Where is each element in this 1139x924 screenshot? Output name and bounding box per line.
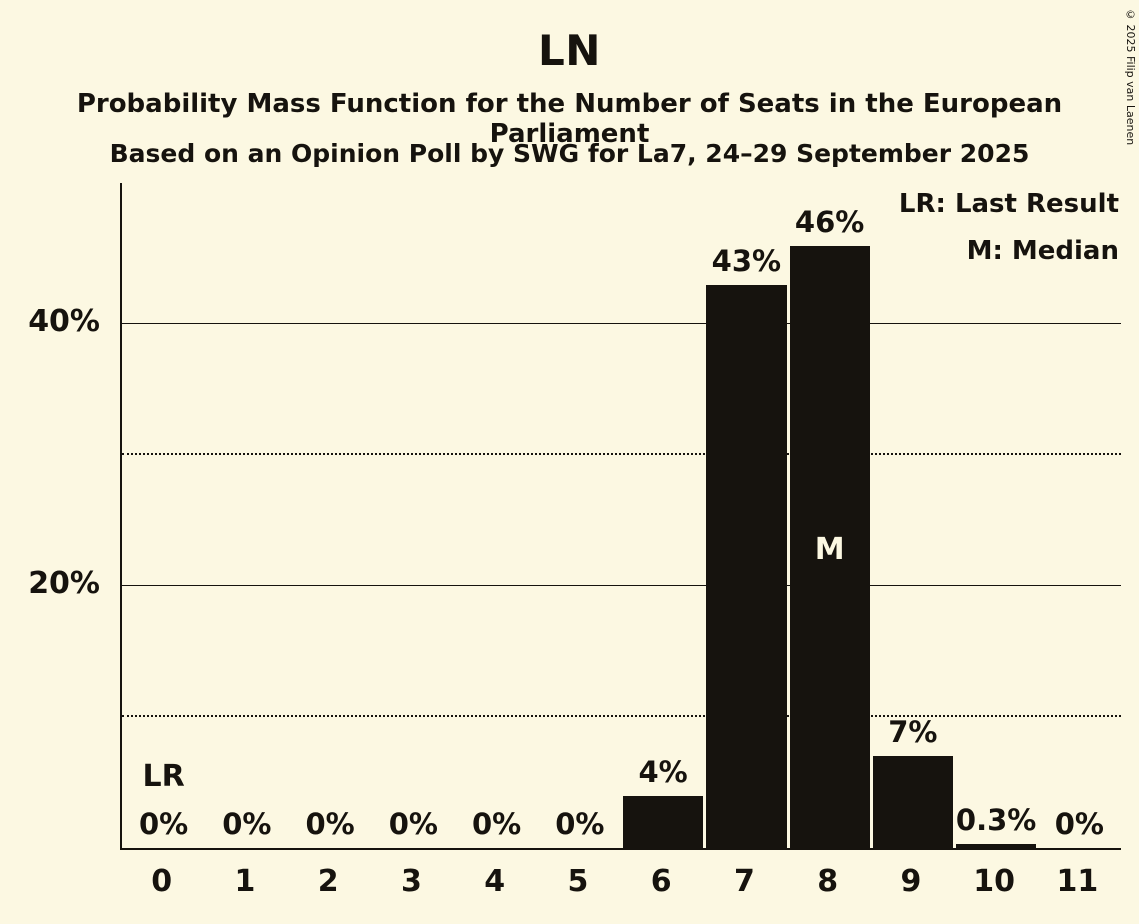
x-tick-label-3: 3 — [400, 864, 422, 899]
value-label-seats-11: 0% — [1054, 807, 1104, 841]
chart-subtitle-2: Based on an Opinion Poll by SWG for La7,… — [109, 139, 1030, 168]
legend-median: M: Median — [966, 236, 1119, 266]
gridline-10 — [122, 715, 1121, 718]
x-axis-labels: 0 1 2 3 4 5 6 7 8 9 10 11 — [120, 864, 1119, 912]
gridline-30 — [122, 453, 1121, 456]
bar-seats-6 — [623, 795, 704, 848]
bar-seats-9 — [872, 756, 953, 848]
value-label-seats-4: 0% — [472, 807, 522, 841]
x-tick-label-0: 0 — [151, 864, 173, 899]
value-label-seats-2: 0% — [305, 807, 355, 841]
x-tick-label-4: 4 — [484, 864, 506, 899]
x-tick-label-1: 1 — [234, 864, 256, 899]
value-label-seats-0: 0% — [139, 807, 189, 841]
x-tick-label-9: 9 — [900, 864, 922, 899]
value-label-seats-5: 0% — [555, 807, 605, 841]
gridline-20 — [122, 585, 1121, 587]
value-label-seats-6: 4% — [638, 754, 688, 789]
bar-seats-10 — [956, 844, 1037, 848]
value-label-seats-1: 0% — [222, 807, 272, 841]
value-label-seats-7: 43% — [711, 244, 782, 279]
annotation-m: M — [814, 531, 845, 567]
x-tick-label-8: 8 — [817, 864, 839, 899]
y-tick-label-20: 20% — [28, 566, 100, 602]
y-tick-label-40: 40% — [28, 304, 100, 340]
plot-area: 0% 0% 0% 0% 0% 0% 4% 43% 46% 7% 0.3% 0% LR M — [120, 183, 1121, 850]
x-tick-label-2: 2 — [317, 864, 339, 899]
gridline-40 — [122, 323, 1121, 325]
x-tick-label-6: 6 — [650, 864, 672, 899]
bar-seats-8 — [789, 245, 870, 848]
value-label-seats-3: 0% — [388, 807, 438, 841]
x-tick-label-5: 5 — [567, 864, 589, 899]
x-tick-label-7: 7 — [733, 864, 755, 899]
legend: LR: Last Result M: Median — [899, 181, 1119, 275]
legend-last-result: LR: Last Result — [898, 189, 1119, 219]
copyright-notice: © 2025 Filip van Laenen — [1124, 8, 1137, 146]
x-tick-label-10: 10 — [973, 864, 1015, 899]
value-label-seats-8: 46% — [794, 204, 865, 239]
x-tick-label-11: 11 — [1056, 864, 1099, 899]
bar-seats-7 — [706, 285, 787, 848]
chart-title: LN — [538, 26, 601, 75]
chart-subtitle: Probability Mass Function for the Number… — [76, 89, 1063, 149]
value-label-seats-10: 0.3% — [955, 803, 1037, 838]
value-label-seats-9: 7% — [888, 715, 938, 750]
annotation-lr: LR — [142, 759, 185, 794]
